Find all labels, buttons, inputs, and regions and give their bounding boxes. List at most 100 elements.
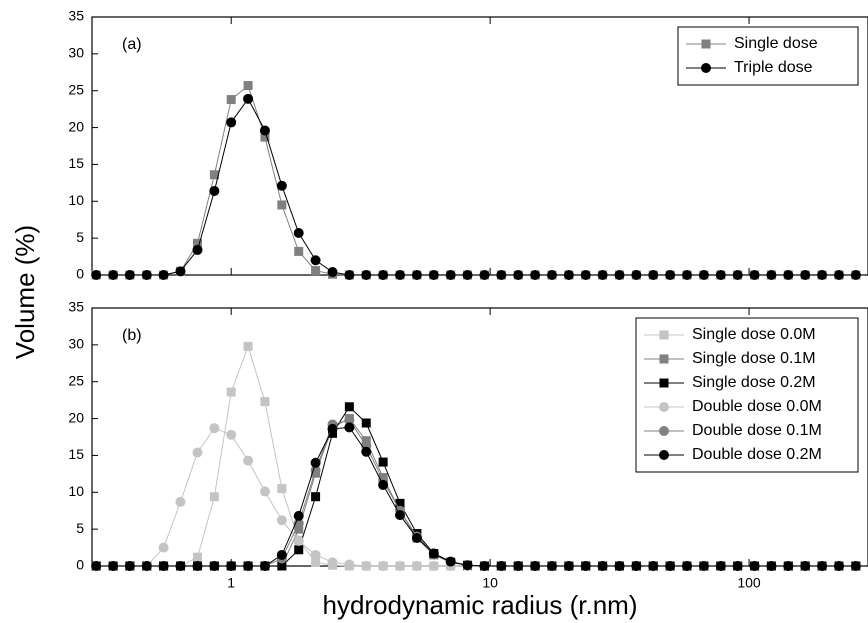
data-point: [395, 270, 406, 280]
data-point: [698, 561, 709, 571]
data-point: [192, 561, 203, 571]
data-point: [293, 510, 304, 521]
data-point: [800, 561, 811, 571]
data-point: [327, 423, 338, 434]
data-point: [175, 561, 186, 571]
data-point: [344, 415, 355, 426]
data-point: [294, 545, 304, 555]
data-point: [817, 270, 828, 280]
y-axis-title: Volume (%): [10, 225, 40, 359]
data-point: [378, 457, 388, 467]
data-point: [124, 270, 135, 280]
data-point: [817, 561, 828, 571]
data-point: [766, 270, 777, 280]
data-point: [800, 270, 811, 280]
data-point: [665, 561, 676, 571]
data-point: [192, 552, 202, 562]
data-point: [175, 266, 186, 277]
data-point: [277, 484, 287, 494]
data-point: [209, 170, 219, 180]
data-point: [158, 270, 169, 280]
data-point: [361, 446, 372, 457]
data-point: [327, 557, 338, 568]
data-point: [226, 429, 237, 440]
data-point: [563, 561, 574, 571]
data-point: [311, 266, 321, 276]
data-point: [192, 447, 203, 458]
data-point: [496, 270, 507, 280]
legend-label: Double dose 0.2M: [692, 446, 822, 463]
data-point: [344, 422, 355, 433]
data-point: [226, 95, 236, 105]
y-tick-label: 15: [68, 155, 84, 171]
data-point: [276, 180, 287, 191]
data-point: [310, 549, 321, 560]
data-point: [614, 561, 625, 571]
data-point: [108, 561, 119, 571]
y-tick-label: 35: [68, 8, 84, 24]
data-point: [445, 270, 456, 280]
legend-marker: [659, 354, 669, 364]
data-point: [361, 436, 371, 446]
data-point: [226, 561, 237, 571]
data-point: [311, 492, 321, 502]
data-point: [310, 457, 321, 468]
data-point: [597, 270, 608, 280]
y-tick-label: 15: [68, 446, 84, 462]
y-tick-label: 5: [76, 229, 84, 245]
legend-marker: [659, 402, 669, 412]
data-point: [513, 270, 524, 280]
legend-label: Single dose 0.2M: [692, 374, 816, 391]
data-point: [243, 93, 254, 104]
data-point: [530, 270, 541, 280]
data-point: [682, 270, 693, 280]
data-point: [462, 270, 473, 280]
data-point: [732, 561, 743, 571]
data-point: [294, 246, 304, 256]
data-point: [428, 548, 439, 559]
data-point: [479, 270, 490, 280]
data-point: [462, 560, 473, 571]
data-point: [850, 561, 861, 571]
data-point: [850, 270, 861, 280]
data-point: [243, 341, 253, 351]
data-point: [108, 270, 119, 280]
data-point: [428, 270, 439, 280]
y-tick-label: 5: [76, 520, 84, 536]
data-point: [209, 492, 219, 502]
data-point: [243, 455, 254, 466]
legend-marker: [701, 39, 711, 49]
data-point: [226, 387, 236, 397]
data-point: [141, 270, 152, 280]
legend-marker: [659, 426, 669, 436]
data-point: [580, 561, 591, 571]
data-point: [749, 561, 760, 571]
data-point: [833, 561, 844, 571]
data-point: [648, 270, 659, 280]
legend-label: Double dose 0.0M: [692, 398, 822, 415]
data-point: [766, 561, 777, 571]
data-point: [260, 397, 270, 407]
data-point: [682, 561, 693, 571]
data-point: [276, 549, 287, 560]
data-point: [260, 132, 270, 142]
data-point: [293, 227, 304, 238]
data-point: [546, 561, 557, 571]
data-point: [124, 561, 135, 571]
data-point: [310, 255, 321, 266]
data-point: [226, 117, 237, 128]
legend-label: Single dose 0.1M: [692, 350, 816, 367]
legend-marker: [659, 450, 669, 460]
data-point: [648, 561, 659, 571]
data-point: [243, 561, 254, 571]
legend-marker: [701, 63, 711, 73]
y-tick-label: 10: [68, 483, 84, 499]
data-point: [361, 561, 372, 571]
data-point: [141, 561, 152, 571]
data-point: [209, 561, 220, 571]
data-point: [378, 561, 389, 571]
data-point: [783, 561, 794, 571]
data-point: [276, 515, 287, 526]
data-point: [395, 561, 406, 571]
